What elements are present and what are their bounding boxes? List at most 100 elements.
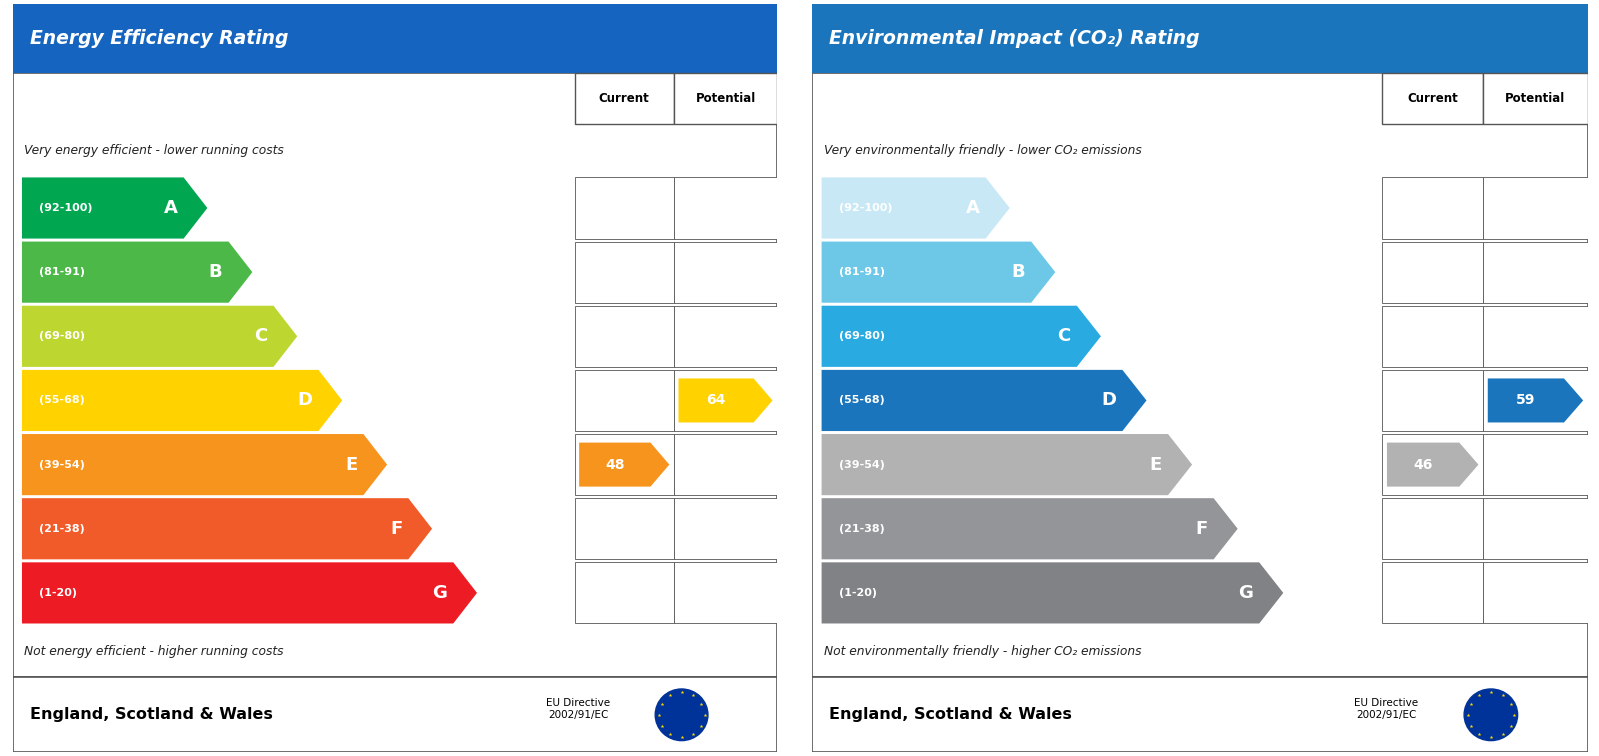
Text: Current: Current xyxy=(1407,91,1458,104)
Text: B: B xyxy=(1012,263,1025,281)
Bar xyxy=(1382,242,1484,302)
Polygon shape xyxy=(22,562,477,624)
Text: (21-38): (21-38) xyxy=(838,524,884,534)
Polygon shape xyxy=(822,562,1284,624)
Text: (92-100): (92-100) xyxy=(838,203,892,213)
Text: 46: 46 xyxy=(1414,457,1433,472)
Text: EU Directive
2002/91/EC: EU Directive 2002/91/EC xyxy=(547,698,611,720)
Bar xyxy=(673,562,777,624)
Text: F: F xyxy=(390,520,403,538)
Text: B: B xyxy=(209,263,222,281)
Polygon shape xyxy=(22,178,208,239)
Text: Current: Current xyxy=(600,91,649,104)
Text: (69-80): (69-80) xyxy=(38,331,85,341)
Text: England, Scotland & Wales: England, Scotland & Wales xyxy=(830,708,1073,722)
Bar xyxy=(673,178,777,239)
Polygon shape xyxy=(822,370,1146,431)
Bar xyxy=(574,562,673,624)
Bar xyxy=(574,434,673,495)
Polygon shape xyxy=(822,178,1009,239)
Text: G: G xyxy=(1238,584,1254,602)
Text: (81-91): (81-91) xyxy=(38,267,85,277)
Polygon shape xyxy=(579,442,670,487)
Polygon shape xyxy=(22,498,432,559)
Text: Environmental Impact (CO₂) Rating: Environmental Impact (CO₂) Rating xyxy=(830,29,1199,48)
Polygon shape xyxy=(822,242,1055,302)
Bar xyxy=(13,73,777,677)
Bar xyxy=(1484,498,1588,559)
Text: 64: 64 xyxy=(707,393,726,407)
Text: Potential: Potential xyxy=(1505,91,1565,104)
Bar xyxy=(1484,562,1588,624)
Text: E: E xyxy=(345,456,357,473)
Text: (1-20): (1-20) xyxy=(838,588,876,598)
Text: Energy Efficiency Rating: Energy Efficiency Rating xyxy=(30,29,288,48)
Bar xyxy=(574,178,673,239)
Bar xyxy=(673,242,777,302)
Text: Not energy efficient - higher running costs: Not energy efficient - higher running co… xyxy=(24,646,283,658)
Text: Very energy efficient - lower running costs: Very energy efficient - lower running co… xyxy=(24,144,285,157)
Text: (39-54): (39-54) xyxy=(38,460,85,469)
Bar xyxy=(1484,305,1588,367)
Text: (1-20): (1-20) xyxy=(38,588,77,598)
Text: Very environmentally friendly - lower CO₂ emissions: Very environmentally friendly - lower CO… xyxy=(823,144,1142,157)
Polygon shape xyxy=(22,434,387,495)
Bar xyxy=(13,4,777,73)
Bar xyxy=(574,305,673,367)
Circle shape xyxy=(656,689,708,741)
Text: C: C xyxy=(1057,327,1071,345)
Bar xyxy=(1382,73,1484,123)
Bar xyxy=(812,677,1588,752)
Text: 48: 48 xyxy=(604,457,625,472)
Polygon shape xyxy=(822,498,1238,559)
Text: E: E xyxy=(1150,456,1162,473)
Text: England, Scotland & Wales: England, Scotland & Wales xyxy=(30,708,272,722)
Text: (21-38): (21-38) xyxy=(38,524,85,534)
Text: EU Directive
2002/91/EC: EU Directive 2002/91/EC xyxy=(1354,698,1418,720)
Text: G: G xyxy=(432,584,448,602)
Bar xyxy=(1484,178,1588,239)
Text: (39-54): (39-54) xyxy=(838,460,884,469)
Bar xyxy=(673,498,777,559)
Text: (92-100): (92-100) xyxy=(38,203,93,213)
Text: D: D xyxy=(1102,392,1116,410)
Polygon shape xyxy=(1487,379,1583,423)
Text: (69-80): (69-80) xyxy=(838,331,884,341)
Bar xyxy=(812,4,1588,73)
Bar xyxy=(673,434,777,495)
Polygon shape xyxy=(22,305,297,367)
Bar xyxy=(574,370,673,431)
Text: 59: 59 xyxy=(1516,393,1535,407)
Bar xyxy=(1484,73,1588,123)
Bar xyxy=(673,305,777,367)
Text: Potential: Potential xyxy=(696,91,756,104)
Polygon shape xyxy=(822,434,1193,495)
Bar xyxy=(13,677,777,752)
Polygon shape xyxy=(22,370,342,431)
Bar xyxy=(574,498,673,559)
Bar xyxy=(1382,305,1484,367)
Bar xyxy=(574,242,673,302)
Text: Not environmentally friendly - higher CO₂ emissions: Not environmentally friendly - higher CO… xyxy=(823,646,1142,658)
Text: C: C xyxy=(254,327,267,345)
Polygon shape xyxy=(1386,442,1479,487)
Polygon shape xyxy=(822,305,1100,367)
Text: A: A xyxy=(163,199,177,217)
Bar xyxy=(812,73,1588,677)
Bar xyxy=(1382,434,1484,495)
Bar xyxy=(1484,434,1588,495)
Bar xyxy=(1484,370,1588,431)
Bar xyxy=(673,370,777,431)
Bar xyxy=(1382,370,1484,431)
Circle shape xyxy=(1465,689,1517,741)
Text: (81-91): (81-91) xyxy=(838,267,884,277)
Text: (55-68): (55-68) xyxy=(38,395,85,405)
Bar xyxy=(1382,178,1484,239)
Text: (55-68): (55-68) xyxy=(838,395,884,405)
Bar xyxy=(1382,498,1484,559)
Text: A: A xyxy=(966,199,980,217)
Bar xyxy=(1484,242,1588,302)
Bar xyxy=(673,73,777,123)
Text: D: D xyxy=(297,392,312,410)
Bar xyxy=(574,73,673,123)
